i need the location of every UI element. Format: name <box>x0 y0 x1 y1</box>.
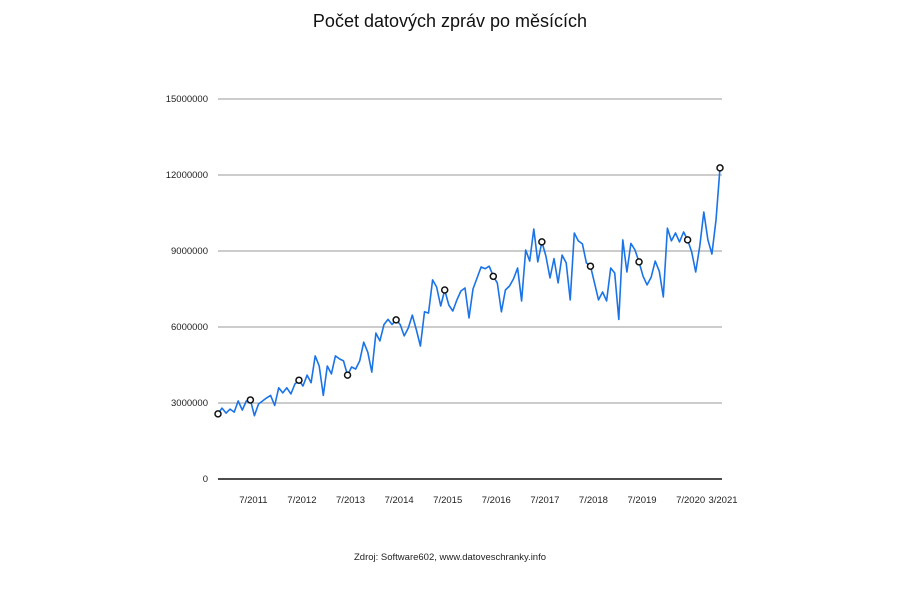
data-point-marker <box>586 262 595 270</box>
data-point-marker <box>716 164 724 172</box>
x-tick-label: 7/2017 <box>530 495 559 506</box>
data-point-marker <box>635 258 643 266</box>
data-point-marker <box>440 286 449 294</box>
data-point-marker <box>538 238 546 246</box>
chart-source: Zdroj: Software602, www.datoveschranky.i… <box>353 552 547 563</box>
chart-title: Počet datových zpráv po měsících <box>312 11 588 31</box>
x-tick-label: 7/2013 <box>336 495 365 506</box>
data-point-marker <box>392 316 400 324</box>
y-tick-label: 3000000 <box>171 398 208 409</box>
x-tick-label: 7/2016 <box>482 495 511 506</box>
x-tick-label: 7/2011 <box>239 495 267 506</box>
series-line <box>217 167 721 417</box>
x-tick-label: 7/2014 <box>385 495 414 506</box>
data-point-marker <box>343 371 352 379</box>
y-tick-label: 9000000 <box>171 246 208 257</box>
x-tick-label: 3/2021 <box>708 495 737 506</box>
y-tick-label: 12000000 <box>166 170 208 181</box>
data-point-marker <box>246 396 255 404</box>
y-tick-label: 6000000 <box>171 322 208 333</box>
x-tick-label: 7/2012 <box>287 495 316 506</box>
data-point-marker <box>295 376 303 384</box>
x-tick-label: 7/2018 <box>579 495 608 506</box>
data-point-marker <box>214 410 222 418</box>
x-tick-label: 7/2020 <box>676 495 705 506</box>
data-point-marker <box>683 236 692 244</box>
y-tick-label: 15000000 <box>166 94 208 105</box>
y-tick-label: 0 <box>203 474 208 485</box>
x-tick-label: 7/2019 <box>628 495 657 506</box>
data-point-marker <box>489 272 498 281</box>
x-tick-label: 7/2015 <box>433 495 462 506</box>
